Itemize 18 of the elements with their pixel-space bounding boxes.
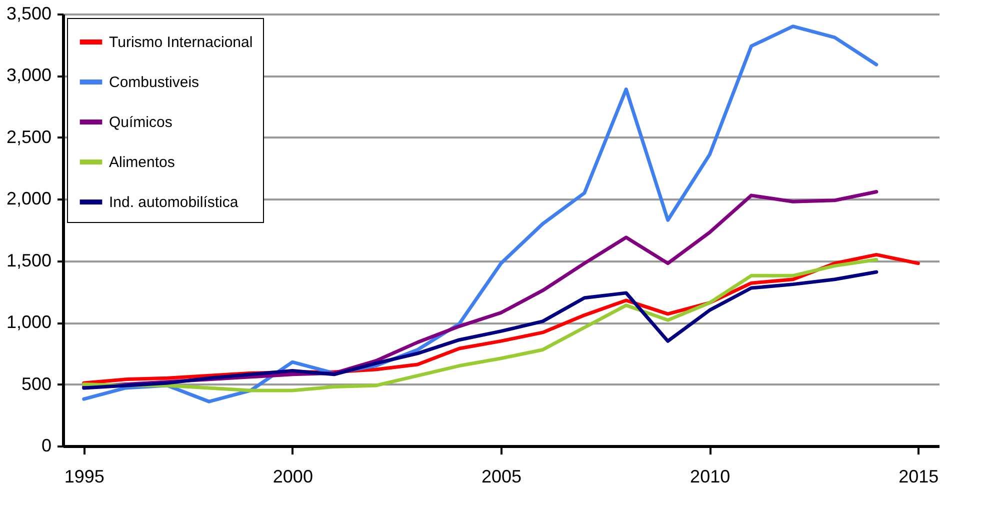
legend-label: Químicos	[109, 114, 172, 131]
y-tick-label: 3,500	[6, 4, 52, 24]
x-tick-label: 2000	[272, 466, 313, 486]
y-tick-label: 0	[41, 436, 52, 456]
y-tick-label: 500	[21, 374, 52, 394]
x-tick-label: 1995	[64, 466, 104, 486]
y-tick-label: 1,500	[6, 250, 52, 270]
legend-label: Alimentos	[109, 154, 175, 171]
x-tick-label: 2005	[481, 466, 522, 486]
x-tick-label: 2015	[898, 466, 939, 486]
x-tick-label: 2010	[690, 466, 730, 486]
legend-label: Ind. automobilística	[109, 194, 239, 211]
legend-label: Combustiveis	[109, 74, 200, 91]
y-tick-label: 3,000	[6, 65, 52, 86]
y-tick-label: 1,000	[6, 312, 52, 332]
legend-label: Turismo Internacional	[109, 34, 253, 51]
y-tick-label: 2,500	[6, 126, 52, 147]
y-tick-label: 2,000	[6, 188, 52, 209]
